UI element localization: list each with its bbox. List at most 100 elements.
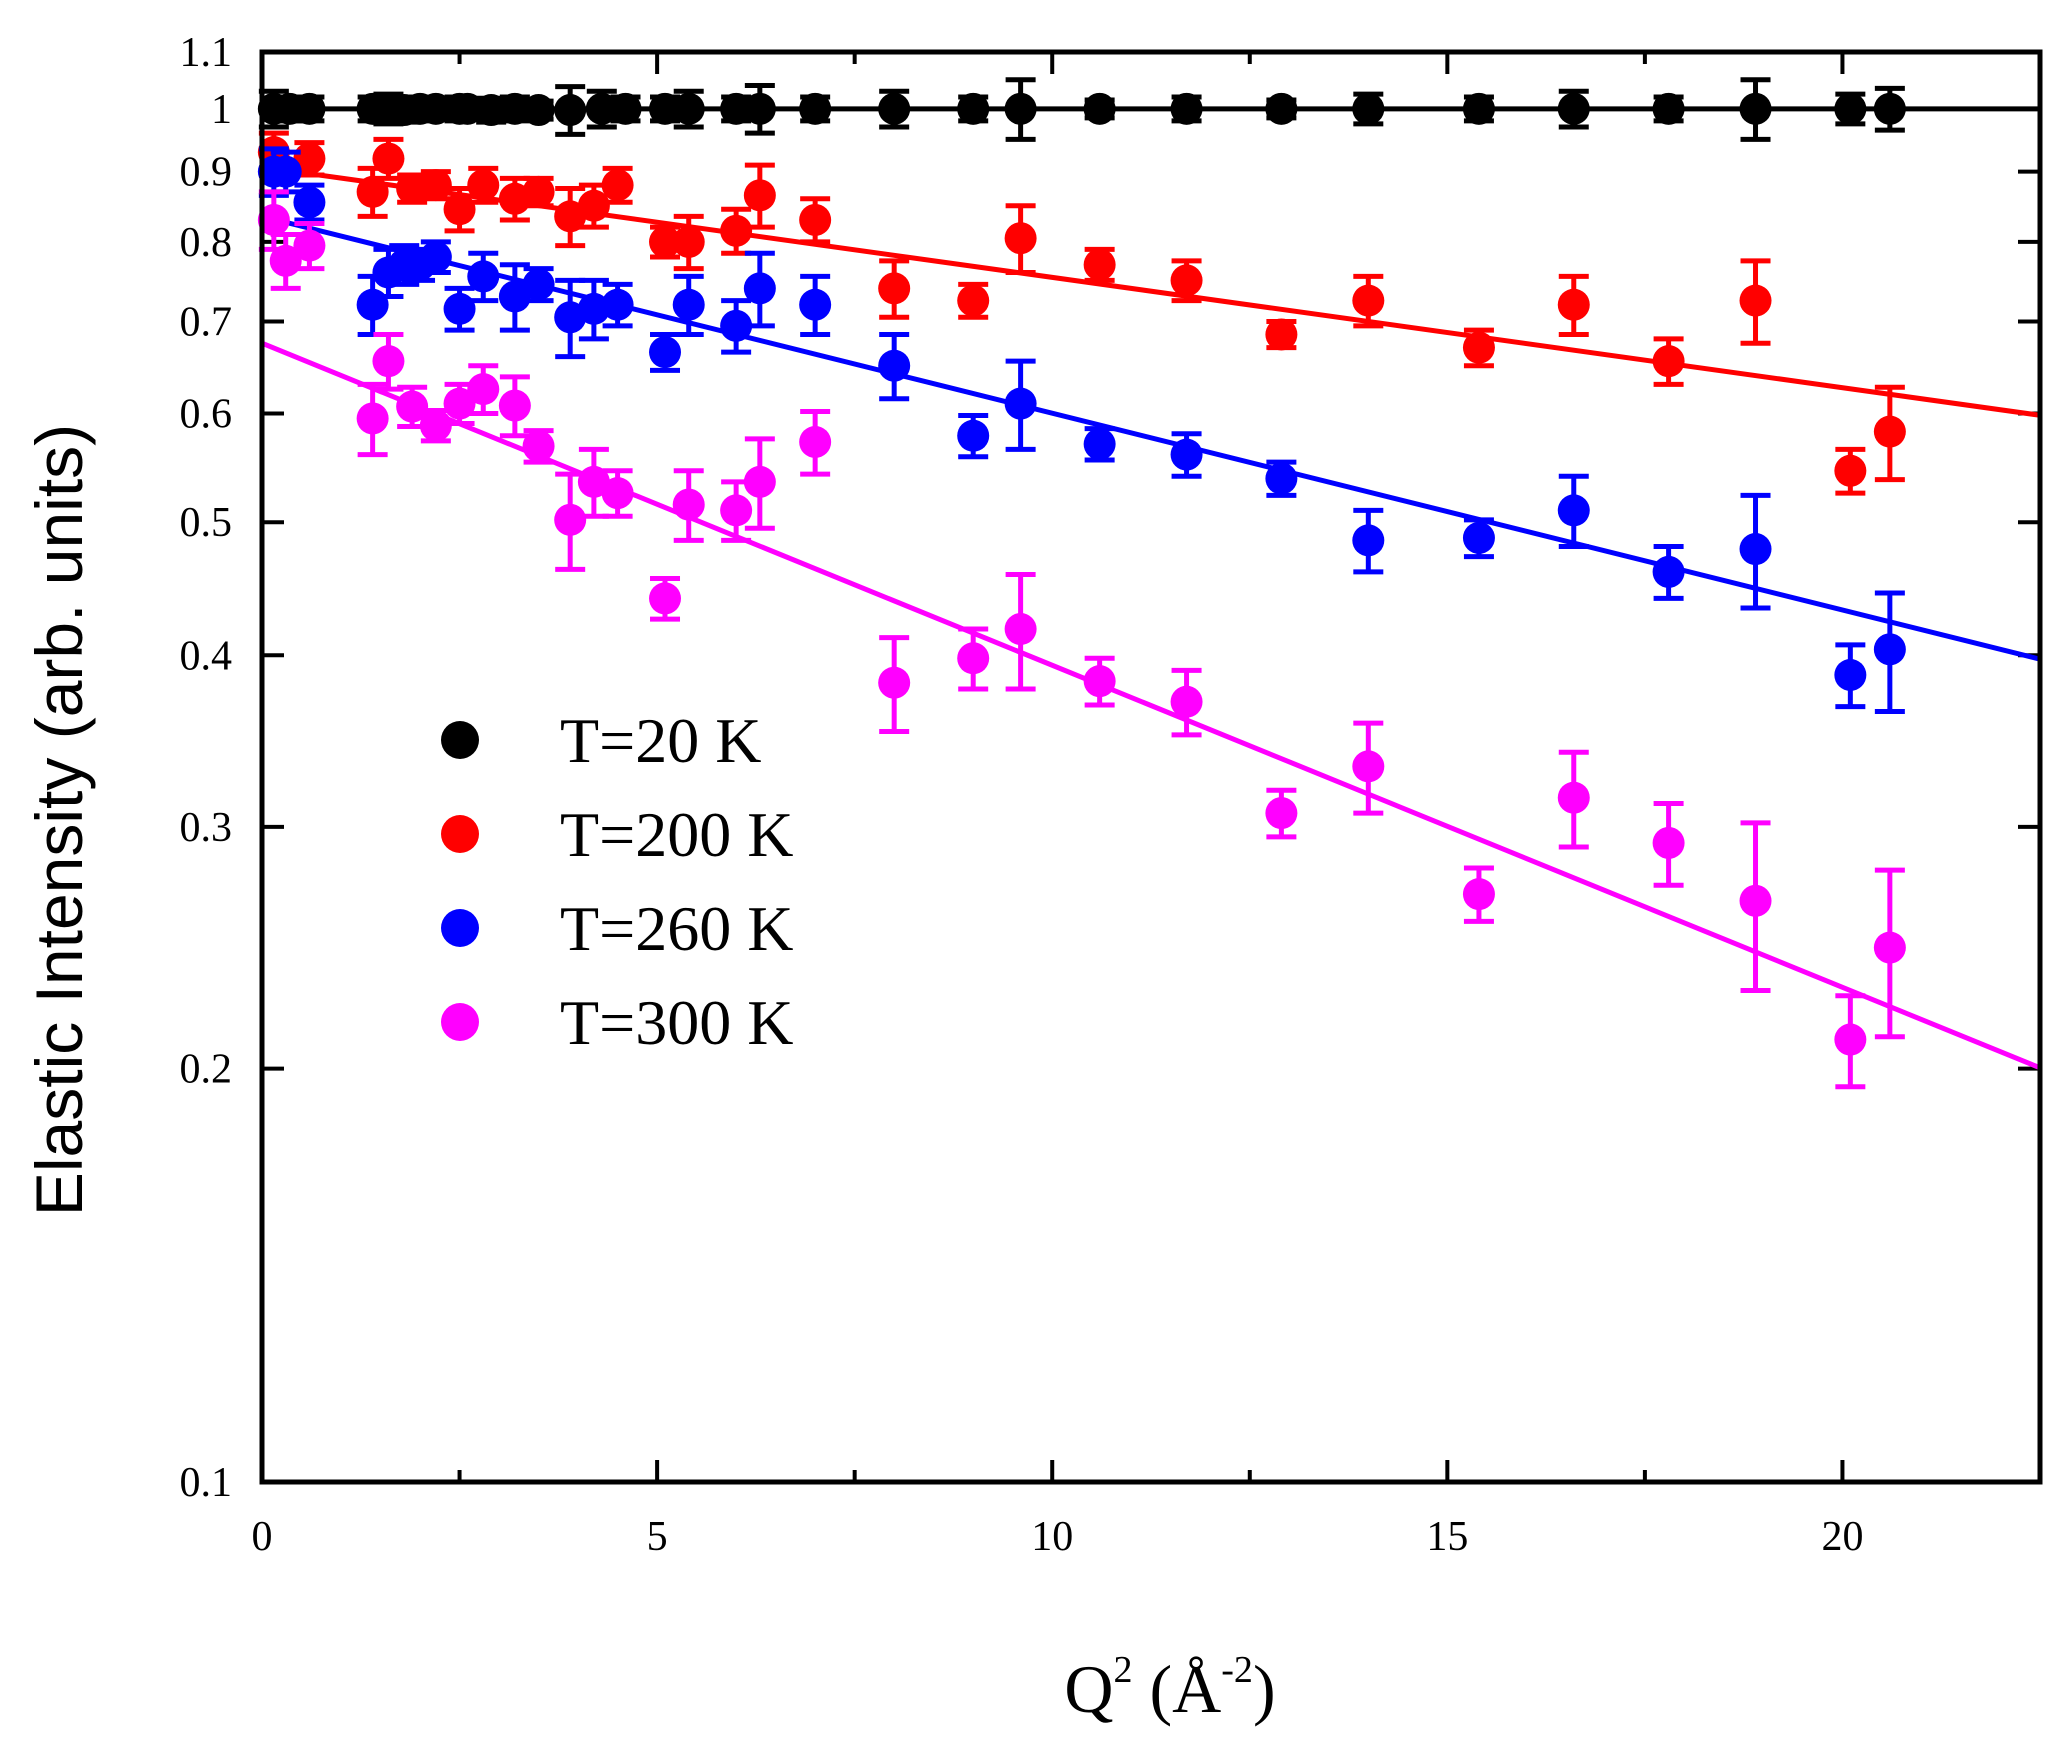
x-tick-label: 10 [1031,1514,1073,1560]
data-point [601,477,634,510]
data-point [720,309,753,342]
data-point [1652,826,1685,859]
data-point [649,225,682,258]
fit-line [261,213,2041,662]
data-point [1739,533,1772,566]
legend-marker [441,1003,479,1041]
data-point [957,419,990,452]
data-point [443,193,476,226]
legend-label: T=260 K [560,893,793,964]
data-point [1265,318,1298,351]
data-point [1004,387,1037,420]
y-tick-label: 0.9 [180,150,233,196]
data-point [1352,524,1385,557]
data-point [1170,438,1203,471]
y-tick-label: 0.3 [180,805,233,851]
data-point [1557,92,1590,125]
data-point [467,169,500,202]
data-point [1170,92,1203,125]
data-point [419,241,452,274]
data-point [1170,685,1203,718]
data-point [257,203,290,236]
x-label-unit-sup: -2 [1221,1649,1253,1691]
data-point [957,92,990,125]
data-point [743,92,776,125]
tick-labels: 0 5 10 15 20 0.1 0.2 0.3 0.4 0.5 0.6 0.7 0.8 0.9 1 1.1 [180,30,1864,1560]
data-point [1265,92,1298,125]
legend-marker [441,909,479,947]
x-tick-label: 0 [252,1514,273,1560]
data-point [1004,92,1037,125]
data-point [356,288,389,321]
data-point [467,373,500,406]
data-point [799,203,832,236]
data-point [878,272,911,305]
data-point [743,272,776,305]
data-point [1652,345,1685,378]
data-point [498,389,531,422]
data-point [878,92,911,125]
data-point [1652,92,1685,125]
y-tick-label: 0.4 [180,633,233,679]
x-tick-label: 20 [1821,1514,1863,1560]
data-point [577,189,610,222]
data-point [609,92,642,125]
data-point [1873,415,1906,448]
y-tick-label: 0.2 [180,1047,233,1093]
data-point [585,92,618,125]
data-point [1083,92,1116,125]
data-point [467,260,500,293]
data-point [269,155,302,188]
data-point [293,229,326,262]
legend: T=20 K T=200 K T=260 K T=300 K [441,705,793,1058]
fit-lines [261,106,2041,1071]
data-point [1739,884,1772,917]
y-tick-label: 0.7 [180,300,233,346]
data-point [396,390,429,423]
data-point [554,94,587,127]
data-point [522,268,555,301]
y-tick-label: 0.6 [180,391,233,437]
data-point [451,92,484,125]
data-point [957,284,990,317]
data-point [720,92,753,125]
data-point [649,92,682,125]
series-group [257,130,1906,496]
y-tick-label: 0.1 [180,1460,233,1506]
data-point [522,175,555,208]
data-point [293,92,326,125]
x-tick-label: 15 [1426,1514,1468,1560]
data-point [601,288,634,321]
data-point [1652,555,1685,588]
data-point [1352,284,1385,317]
data-point [1873,92,1906,125]
data-point [672,288,705,321]
x-label-unit: (Å [1133,1651,1222,1727]
data-point [1462,878,1495,911]
x-label-close: ) [1253,1651,1276,1727]
plot-area [257,49,2043,1485]
x-label-sup: 2 [1114,1649,1133,1691]
data-point [443,387,476,420]
y-tick-label: 0.8 [180,220,233,266]
data-point [356,402,389,435]
legend-label: T=300 K [560,987,793,1058]
series-group [257,77,1906,142]
data-point [577,292,610,325]
legend-label: T=200 K [560,799,793,870]
data-point [293,142,326,175]
data-point [498,92,531,125]
data-point [1557,781,1590,814]
data-point [419,409,452,442]
data-point [419,92,452,125]
legend-marker [441,721,479,759]
data-point [1873,931,1906,964]
data-point [269,244,302,277]
data-point [672,225,705,258]
data-point [720,214,753,247]
data-point [720,494,753,527]
x-label-base: Q [1064,1651,1113,1727]
data-point [577,465,610,498]
data-point [498,280,531,313]
data-point [1557,494,1590,527]
